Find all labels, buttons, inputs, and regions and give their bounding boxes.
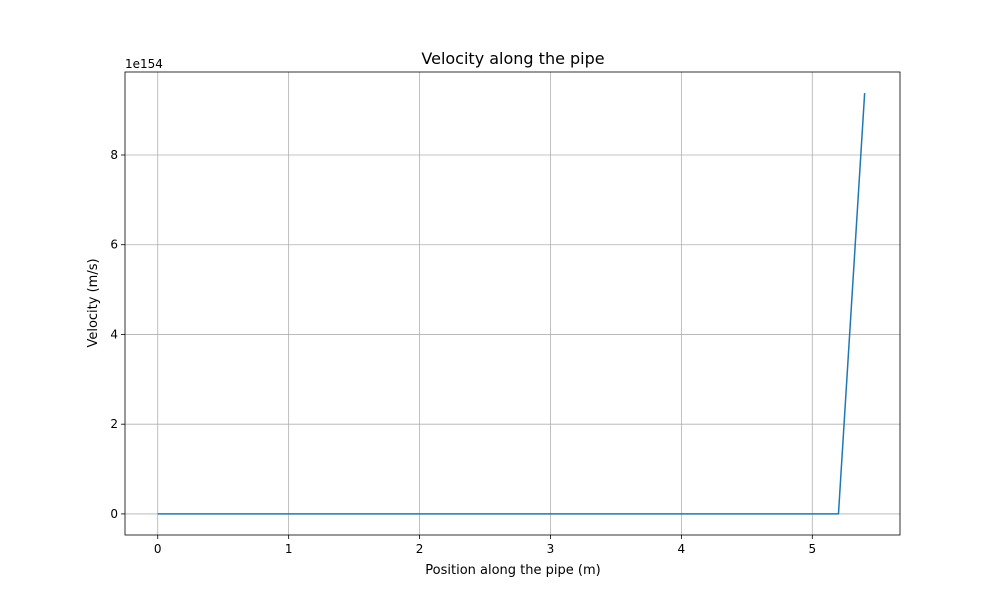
y-axis-label: Velocity (m/s)	[86, 258, 101, 347]
chart-title: Velocity along the pipe	[421, 49, 604, 68]
y-tick-label: 4	[110, 327, 118, 341]
x-tick-label: 5	[808, 542, 816, 556]
series-layer	[157, 93, 866, 515]
x-tick-label: 0	[154, 542, 162, 556]
x-tick-label: 4	[678, 542, 686, 556]
series-line	[157, 93, 866, 515]
y-tick-label: 0	[110, 507, 118, 521]
y-tick-label: 6	[110, 238, 118, 252]
x-tick-label: 1	[285, 542, 293, 556]
x-tick-label: 3	[547, 542, 555, 556]
y-offset-label: 1e154	[125, 57, 163, 71]
x-axis-label: Position along the pipe (m)	[425, 563, 600, 578]
y-tick-label: 8	[110, 148, 118, 162]
ticks-layer: 0 1 2 3 4 5 0 2 4 6 8	[110, 148, 816, 556]
y-tick-label: 2	[110, 417, 118, 431]
x-tick-label: 2	[416, 542, 424, 556]
plot-frame	[124, 71, 901, 536]
